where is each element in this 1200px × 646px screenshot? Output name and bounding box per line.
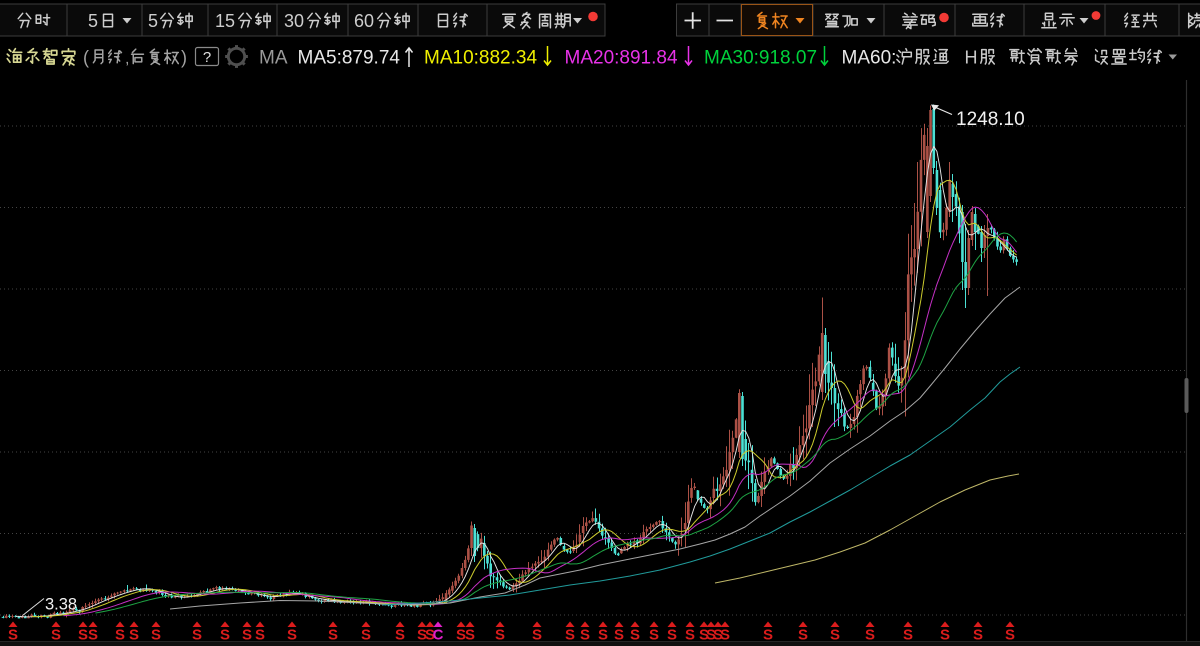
svg-text:S: S: [220, 627, 230, 644]
svg-text:15: 15: [215, 11, 235, 31]
svg-text:3.38: 3.38: [45, 596, 77, 614]
svg-text:S: S: [973, 627, 983, 644]
svg-text:S: S: [115, 627, 125, 644]
svg-text:): ): [181, 47, 187, 67]
svg-text:MA30:918.07: MA30:918.07: [704, 47, 817, 68]
svg-text:S: S: [287, 627, 297, 644]
svg-text:,: ,: [125, 50, 129, 67]
svg-text:(: (: [83, 47, 89, 67]
svg-text:S: S: [129, 627, 139, 644]
svg-text:MA: MA: [259, 47, 288, 68]
svg-text:S: S: [1005, 627, 1015, 644]
svg-text:S: S: [361, 627, 371, 644]
svg-text:S: S: [151, 627, 161, 644]
svg-text:S: S: [649, 627, 659, 644]
svg-text:S: S: [598, 627, 608, 644]
svg-text:S: S: [903, 627, 913, 644]
svg-text:S: S: [685, 627, 695, 644]
svg-text:S: S: [192, 627, 202, 644]
svg-text:S: S: [830, 627, 840, 644]
svg-text:S: S: [242, 627, 252, 644]
svg-text:S: S: [763, 627, 773, 644]
svg-text:H: H: [965, 47, 978, 67]
svg-text:5: 5: [88, 11, 98, 31]
svg-text:S: S: [798, 627, 808, 644]
svg-text:S: S: [425, 627, 435, 644]
svg-text:S: S: [78, 627, 88, 644]
svg-text:S: S: [940, 627, 950, 644]
svg-text:S: S: [255, 627, 265, 644]
svg-text:S: S: [532, 627, 542, 644]
svg-text:60: 60: [354, 11, 374, 31]
svg-text:S: S: [395, 627, 405, 644]
svg-text:S: S: [495, 627, 505, 644]
svg-text:S: S: [630, 627, 640, 644]
svg-text:S: S: [328, 627, 338, 644]
svg-text:S: S: [713, 627, 723, 644]
svg-text:S: S: [88, 627, 98, 644]
svg-text:S: S: [865, 627, 875, 644]
svg-text:MA60:: MA60:: [842, 47, 897, 68]
svg-text:5: 5: [148, 11, 158, 31]
svg-text:1248.10: 1248.10: [956, 109, 1025, 130]
svg-text:C: C: [433, 627, 444, 644]
svg-text:S: S: [417, 627, 427, 644]
svg-text:S: S: [706, 627, 716, 644]
svg-text:30: 30: [284, 11, 304, 31]
svg-text:S: S: [8, 627, 18, 644]
svg-text:S: S: [456, 627, 466, 644]
svg-text:S: S: [580, 627, 590, 644]
svg-text:?: ?: [203, 49, 211, 66]
svg-text:S: S: [699, 627, 709, 644]
svg-text:S: S: [614, 627, 624, 644]
svg-text:MA20:891.84: MA20:891.84: [565, 47, 678, 68]
svg-text:MA5:879.74: MA5:879.74: [298, 47, 401, 68]
svg-text:S: S: [465, 627, 475, 644]
svg-text:S: S: [720, 627, 730, 644]
svg-text:S: S: [51, 627, 61, 644]
svg-text:MA10:882.34: MA10:882.34: [424, 47, 537, 68]
svg-text:S: S: [565, 627, 575, 644]
svg-text:S: S: [667, 627, 677, 644]
